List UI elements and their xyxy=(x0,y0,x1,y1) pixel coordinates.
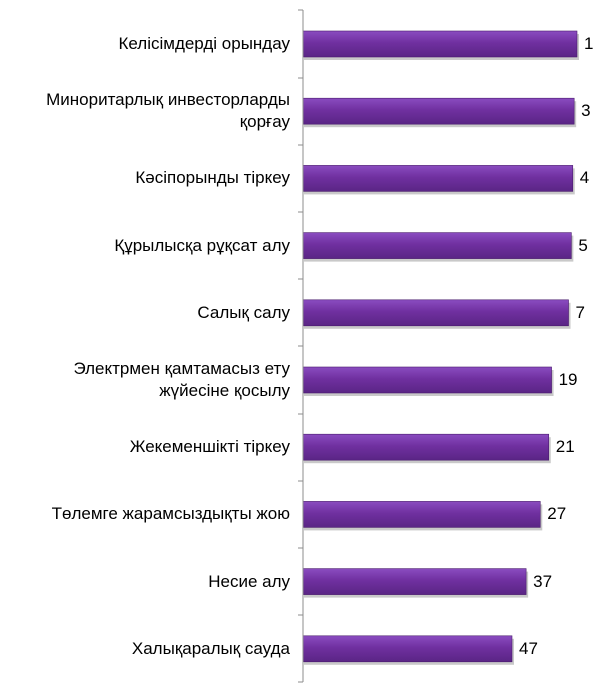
category-label-line: Миноритарлық инвесторларды xyxy=(46,90,290,110)
data-label: 4 xyxy=(579,168,590,188)
category-label: Халықаралық сауда xyxy=(0,638,290,660)
bar xyxy=(302,165,574,192)
category-label: Жекеменшікті тіркеу xyxy=(0,436,290,458)
data-label: 47 xyxy=(519,638,538,658)
category-label: Құрылысқа рұқсат алу xyxy=(0,235,290,257)
data-label: 21 xyxy=(555,437,575,457)
bar xyxy=(302,568,527,595)
bar xyxy=(302,232,572,259)
category-label-line: жүйесіне қосылу xyxy=(159,381,290,400)
category-label: Салық салу xyxy=(0,302,290,324)
category-label: Миноритарлық инвесторларды қорғау xyxy=(0,89,290,133)
bar xyxy=(302,30,578,58)
bar xyxy=(302,635,513,663)
category-label-line: Құрылысқа рұқсат алу xyxy=(114,235,290,255)
category-label: Төлемге жарамсыздықты жою xyxy=(0,503,290,525)
bar xyxy=(302,366,552,394)
category-label-line: қорғау xyxy=(239,112,290,132)
category-label-line: Электрмен қамтамасыз ету xyxy=(73,359,290,378)
bar xyxy=(302,97,575,125)
category-label-line: Жекеменшікті тіркеу xyxy=(129,437,290,457)
data-label: 37 xyxy=(533,571,553,591)
data-label: 7 xyxy=(575,302,585,322)
category-label-line: Несие алу xyxy=(208,571,290,591)
data-label: 19 xyxy=(558,370,578,389)
bar xyxy=(302,501,541,528)
category-label: Несие алу xyxy=(0,571,290,593)
data-label: 5 xyxy=(578,235,588,255)
data-label: 27 xyxy=(547,504,567,524)
category-label-line: Салық салу xyxy=(197,302,290,322)
category-label: Келісімдерді орындау xyxy=(0,33,290,55)
category-label: Кәсіпорынды тіркеу xyxy=(0,167,290,189)
data-label: 3 xyxy=(581,101,591,121)
category-label-line: Кәсіпорынды тіркеу xyxy=(135,168,290,188)
data-label: 1 xyxy=(584,34,594,53)
category-label-line: Төлемге жарамсыздықты жою xyxy=(51,504,290,524)
bar xyxy=(302,299,569,327)
category-label-line: Халықаралық сауда xyxy=(131,638,290,658)
category-label-line: Келісімдерді орындау xyxy=(118,34,290,53)
bar xyxy=(302,433,550,461)
category-label: Электрмен қамтамасыз ету жүйесіне қосылу xyxy=(0,358,290,402)
